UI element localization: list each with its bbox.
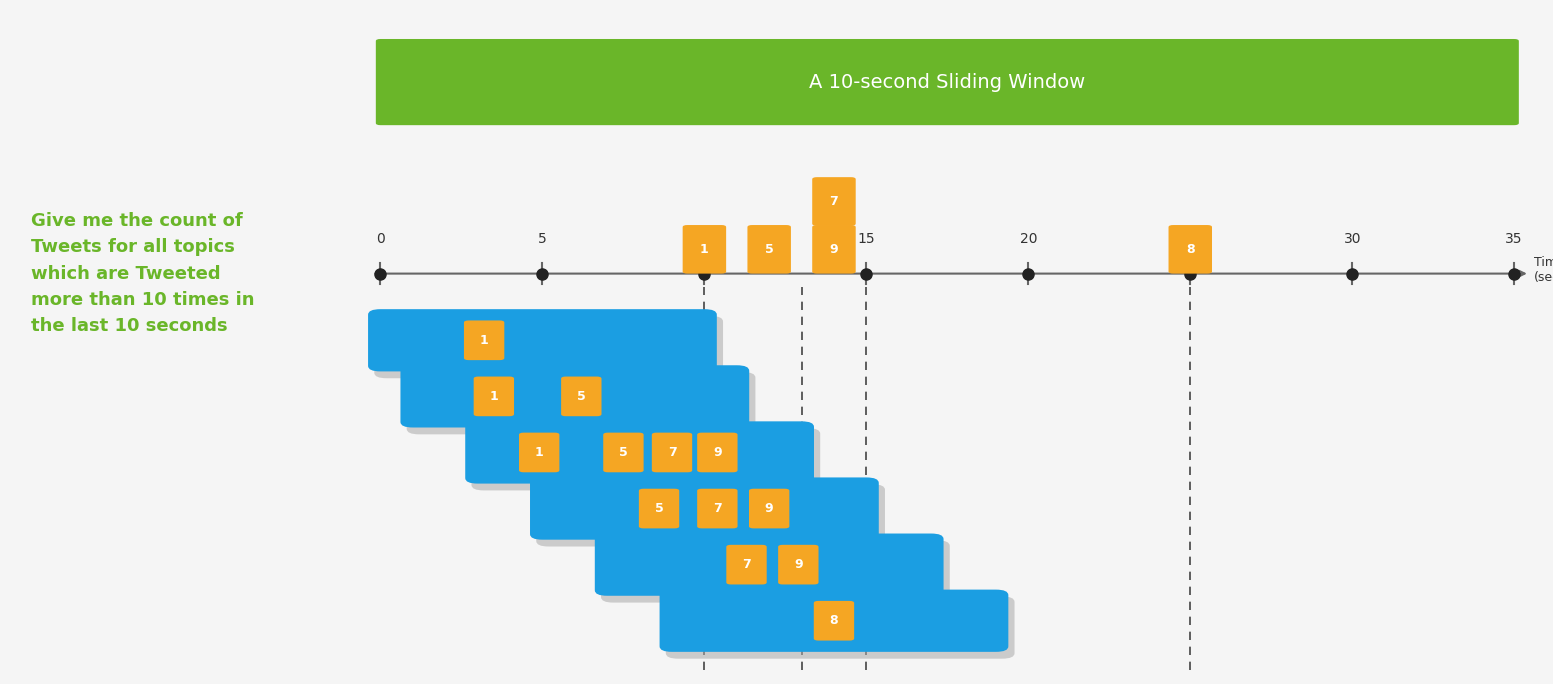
Text: 7: 7 [742, 558, 752, 571]
Text: 7: 7 [713, 502, 722, 515]
FancyBboxPatch shape [1168, 225, 1211, 274]
FancyBboxPatch shape [474, 376, 514, 416]
Text: 0: 0 [376, 233, 385, 246]
Text: A 10-second Sliding Window: A 10-second Sliding Window [809, 73, 1086, 92]
FancyBboxPatch shape [749, 488, 789, 528]
FancyBboxPatch shape [697, 488, 738, 528]
FancyBboxPatch shape [697, 433, 738, 472]
FancyBboxPatch shape [652, 433, 693, 472]
FancyBboxPatch shape [778, 544, 818, 584]
Text: 10: 10 [696, 233, 713, 246]
Text: 1: 1 [534, 446, 544, 459]
FancyBboxPatch shape [536, 484, 885, 547]
Text: 20: 20 [1020, 233, 1037, 246]
FancyBboxPatch shape [374, 316, 724, 378]
Text: 9: 9 [829, 243, 839, 256]
FancyBboxPatch shape [561, 376, 601, 416]
FancyBboxPatch shape [407, 372, 755, 434]
FancyBboxPatch shape [376, 39, 1519, 125]
Text: 8: 8 [1186, 243, 1194, 256]
FancyBboxPatch shape [466, 421, 814, 484]
FancyBboxPatch shape [660, 590, 1008, 652]
FancyBboxPatch shape [666, 596, 1014, 659]
Text: 5: 5 [764, 243, 773, 256]
FancyBboxPatch shape [530, 477, 879, 540]
Text: Give me the count of
Tweets for all topics
which are Tweeted
more than 10 times : Give me the count of Tweets for all topi… [31, 212, 255, 335]
Text: 7: 7 [829, 195, 839, 208]
Text: 35: 35 [1505, 233, 1523, 246]
FancyBboxPatch shape [812, 225, 856, 274]
Text: 7: 7 [668, 446, 677, 459]
FancyBboxPatch shape [683, 225, 727, 274]
Text: 5: 5 [576, 390, 585, 403]
Text: Time
(secs): Time (secs) [1534, 256, 1553, 284]
FancyBboxPatch shape [727, 544, 767, 584]
Text: 8: 8 [829, 614, 839, 627]
Text: 9: 9 [766, 502, 773, 515]
FancyBboxPatch shape [638, 488, 679, 528]
Text: 9: 9 [794, 558, 803, 571]
FancyBboxPatch shape [472, 428, 820, 490]
Text: 5: 5 [537, 233, 547, 246]
Text: 5: 5 [655, 502, 663, 515]
FancyBboxPatch shape [519, 433, 559, 472]
FancyBboxPatch shape [814, 601, 854, 640]
Text: 1: 1 [700, 243, 708, 256]
Text: 5: 5 [620, 446, 627, 459]
FancyBboxPatch shape [603, 433, 643, 472]
Text: 9: 9 [713, 446, 722, 459]
Text: 15: 15 [857, 233, 876, 246]
Text: 1: 1 [480, 334, 489, 347]
FancyBboxPatch shape [812, 177, 856, 226]
FancyBboxPatch shape [595, 534, 944, 596]
Text: 1: 1 [489, 390, 499, 403]
Text: 30: 30 [1343, 233, 1360, 246]
FancyBboxPatch shape [464, 320, 505, 360]
FancyBboxPatch shape [747, 225, 790, 274]
Text: 25: 25 [1182, 233, 1199, 246]
FancyBboxPatch shape [368, 309, 717, 371]
FancyBboxPatch shape [401, 365, 749, 428]
FancyBboxPatch shape [601, 540, 950, 603]
